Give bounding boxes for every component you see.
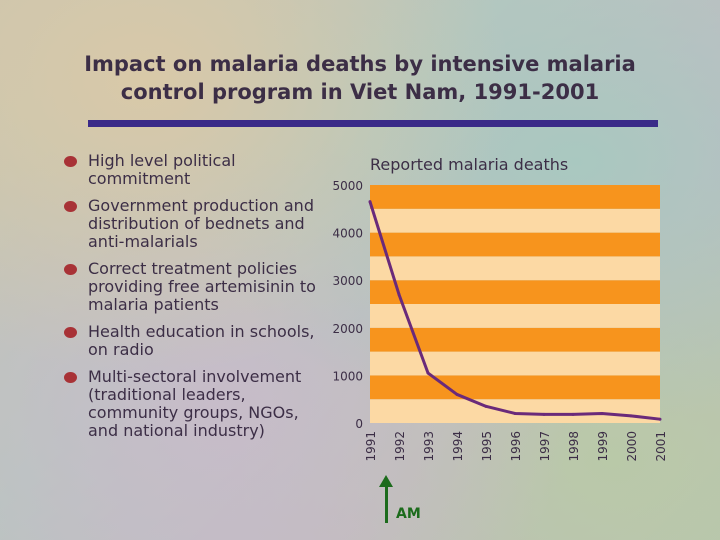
bullet-dot-icon	[64, 372, 77, 383]
bullet-text: Multi-sectoral involvement (traditional …	[88, 367, 302, 440]
chart-band	[370, 280, 660, 304]
x-tick-label: 1999	[596, 431, 610, 462]
data-point	[426, 371, 430, 375]
title-line-2: control program in Viet Nam, 1991-2001	[120, 80, 600, 104]
bullet-item: Multi-sectoral involvement (traditional …	[64, 368, 326, 440]
bullet-dot-icon	[64, 156, 77, 167]
bullet-text: Health education in schools, on radio	[88, 322, 315, 359]
chart-band	[370, 208, 660, 233]
data-point	[571, 412, 575, 416]
x-tick-label: 1992	[393, 431, 407, 462]
chart-band	[370, 327, 660, 352]
chart-band	[370, 375, 660, 400]
chart-band	[370, 256, 660, 281]
data-point	[629, 414, 633, 418]
bullet-text: Government production and distribution o…	[88, 196, 314, 251]
y-tick-label: 1000	[332, 369, 363, 383]
chart-title: Reported malaria deaths	[370, 155, 568, 174]
x-tick-label: 1997	[538, 431, 552, 462]
malaria-deaths-chart: Reported malaria deaths 0 1000 2000 3000 4000…	[332, 155, 668, 462]
chart-band	[370, 232, 660, 257]
data-point	[542, 412, 546, 416]
x-tick-label: 2001	[654, 431, 668, 462]
bullet-text: High level political commitment	[88, 151, 236, 188]
x-tick-label: 1994	[451, 431, 465, 462]
data-point	[397, 292, 401, 296]
data-point	[600, 411, 604, 415]
x-tick-label: 2000	[625, 431, 639, 462]
x-tick-label: 1995	[480, 431, 494, 462]
data-point	[484, 404, 488, 408]
bullet-item: High level political commitment	[64, 152, 326, 188]
title-divider	[88, 120, 658, 127]
bullet-dot-icon	[64, 201, 77, 212]
chart-band	[370, 185, 660, 209]
title-line-1: Impact on malaria deaths by intensive ma…	[84, 52, 636, 76]
bullet-item: Correct treatment policies providing fre…	[64, 260, 326, 314]
y-tick-label: 3000	[332, 274, 363, 288]
bullet-dot-icon	[64, 327, 77, 338]
bullet-item: Health education in schools, on radio	[64, 323, 326, 359]
x-tick-label: 1993	[422, 431, 436, 462]
slide-title: Impact on malaria deaths by intensive ma…	[60, 50, 660, 106]
data-point	[658, 417, 662, 421]
data-point	[368, 200, 372, 204]
chart-band	[370, 304, 660, 328]
arrow-up-icon	[379, 475, 393, 487]
arrow-shaft	[385, 485, 388, 523]
y-tick-label: 5000	[332, 179, 363, 193]
x-tick-label: 1991	[364, 431, 378, 462]
bullet-list: High level political commitment Governme…	[64, 152, 326, 449]
x-tick-label: 1996	[509, 431, 523, 462]
bullet-dot-icon	[64, 264, 77, 275]
y-tick-label: 4000	[332, 227, 363, 241]
y-tick-label: 2000	[332, 322, 363, 336]
bullet-text: Correct treatment policies providing fre…	[88, 259, 316, 314]
chart-band	[370, 351, 660, 376]
y-tick-label: 0	[355, 417, 363, 431]
chart-band	[370, 399, 660, 423]
bullet-item: Government production and distribution o…	[64, 197, 326, 251]
data-point	[513, 411, 517, 415]
am-annotation: AM	[396, 506, 421, 522]
x-tick-label: 1998	[567, 431, 581, 462]
data-point	[455, 392, 459, 396]
